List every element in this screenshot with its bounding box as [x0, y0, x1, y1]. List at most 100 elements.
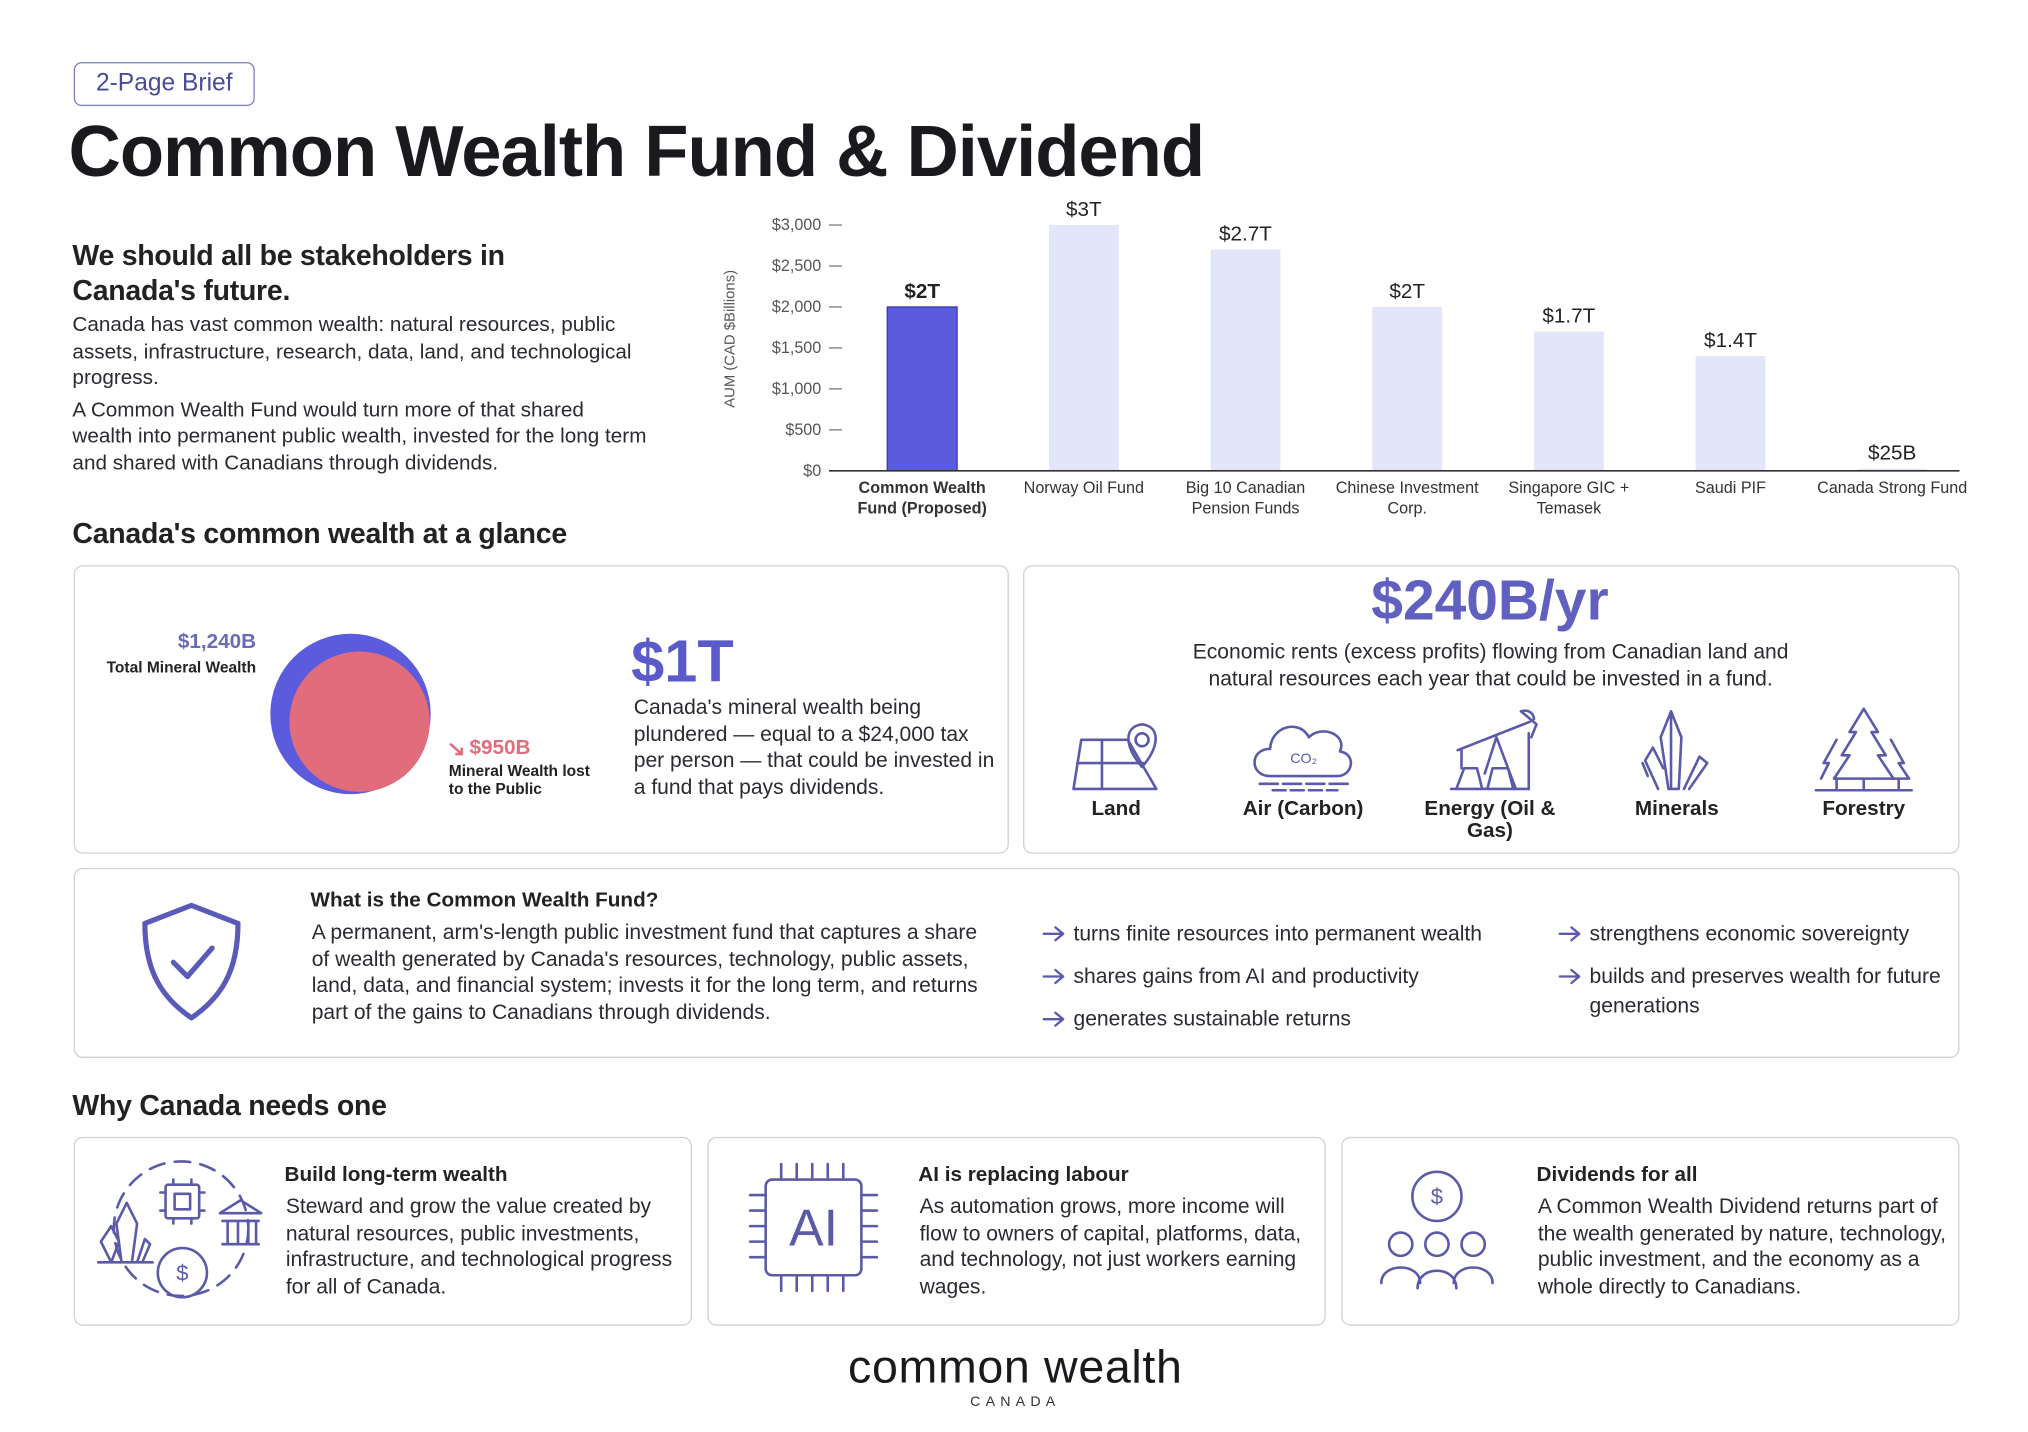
- benefit-text: turns finite resources into permanent we…: [1073, 922, 1482, 946]
- title: Common Wealth Fund & Dividend: [68, 109, 1206, 192]
- benefit-text: generates sustainable returns: [1073, 1007, 1351, 1031]
- y-tick-label: $1,000: [772, 380, 821, 398]
- intro-paragraph: Canada has vast common wealth: natural r…: [72, 314, 632, 390]
- benefit-text: builds and preserves wealth for future g…: [1589, 964, 1941, 1018]
- y-tick-label: $2,500: [772, 257, 821, 275]
- rents-figure: $240B/yr: [1371, 569, 1609, 633]
- value-label: $1.7T: [1542, 304, 1595, 327]
- x-tick-label: Canada Strong Fund: [1817, 478, 1968, 497]
- bar: [1048, 225, 1119, 471]
- logo-sub: CANADA: [970, 1394, 1061, 1410]
- section-heading: Why Canada needs one: [72, 1089, 387, 1122]
- shield-icon: [142, 902, 241, 1021]
- wealth-icon: [97, 1160, 263, 1299]
- arrow-icon: [1558, 926, 1581, 942]
- lost-caption: Mineral Wealth lost to the Public: [448, 761, 590, 799]
- rents-text: Economic rents (excess profits) flowing …: [1192, 640, 1789, 691]
- bar: [886, 306, 958, 472]
- arrow-icon: [1042, 926, 1065, 942]
- value-label: $3T: [1066, 198, 1102, 221]
- x-tick-label: Chinese Investment Corp.: [1335, 478, 1479, 518]
- forestry-icon: [1814, 707, 1913, 792]
- stat-text: Canada's mineral wealth being plundered …: [633, 695, 995, 799]
- intro-heading: We should all be stakeholders in Canada'…: [72, 239, 505, 307]
- y-tick-label: $2,000: [772, 298, 821, 316]
- arrow-icon: [449, 742, 464, 756]
- benefit-item: builds and preserves wealth for future g…: [1558, 962, 1947, 1021]
- logo: common wealth: [848, 1339, 1183, 1393]
- value-label: $2T: [904, 280, 940, 303]
- card-text: As automation grows, more income will fl…: [919, 1195, 1302, 1298]
- bar: [1372, 306, 1443, 471]
- y-tick-label: $0: [803, 462, 821, 480]
- section-heading: Canada's common wealth at a glance: [72, 517, 567, 550]
- source-label: Air (Carbon): [1242, 798, 1364, 820]
- benefit-item: shares gains from AI and productivity: [1042, 962, 1533, 992]
- arrow-icon: [1042, 1011, 1065, 1027]
- why-card: [73, 1136, 692, 1326]
- card-title: Dividends for all: [1536, 1164, 1698, 1187]
- benefit-item: strengthens economic sovereignty: [1558, 920, 1947, 950]
- fund-text: A permanent, arm's-length public investm…: [311, 920, 978, 1024]
- rents-card: [1023, 565, 1960, 854]
- mineral-card: [73, 565, 1009, 854]
- card-title: AI is replacing labour: [918, 1164, 1129, 1187]
- benefit-item: turns finite resources into permanent we…: [1042, 920, 1533, 950]
- benefit-text: strengthens economic sovereignty: [1589, 922, 1910, 946]
- fund-card: [73, 867, 1960, 1058]
- card-title: Build long-term wealth: [284, 1164, 508, 1187]
- minerals-icon: [1641, 710, 1709, 791]
- energy-icon: [1449, 709, 1538, 791]
- icon-label: $: [1431, 1184, 1443, 1209]
- bar: [1857, 468, 1928, 471]
- stat-figure: $1T: [631, 627, 734, 695]
- y-tick-label: $3,000: [772, 216, 821, 234]
- x-tick-label: Norway Oil Fund: [1023, 478, 1145, 497]
- card-text: A Common Wealth Dividend returns part of…: [1537, 1195, 1946, 1298]
- total-figure: $1,240B: [177, 631, 257, 654]
- icon-label: AI: [789, 1199, 838, 1257]
- value-label: $25B: [1868, 442, 1916, 465]
- benefit-column: turns finite resources into permanent we…: [1042, 920, 1533, 1048]
- icon-label: CO₂: [1290, 751, 1317, 767]
- people-icon: [1380, 1170, 1494, 1290]
- why-card: [1341, 1136, 1960, 1326]
- x-tick-label: Big 10 Canadian Pension Funds: [1185, 478, 1306, 518]
- y-tick-label: $500: [785, 421, 821, 439]
- air-icon: [1253, 725, 1353, 792]
- land-icon: [1072, 722, 1158, 791]
- value-label: $1.4T: [1704, 329, 1757, 352]
- source-label: Forestry: [1822, 798, 1906, 820]
- arrow-icon: [1558, 968, 1581, 985]
- lost-circle: [289, 651, 430, 792]
- y-tick-label: $1,500: [772, 339, 821, 357]
- fund-heading: What is the Common Wealth Fund?: [310, 889, 659, 912]
- source-label: Land: [1091, 798, 1141, 820]
- benefit-text: shares gains from AI and productivity: [1073, 964, 1419, 989]
- intro-paragraph: A Common Wealth Fund would turn more of …: [72, 399, 647, 475]
- value-label: $2.7T: [1219, 223, 1272, 246]
- value-label: $2T: [1389, 280, 1425, 303]
- total-caption: Total Mineral Wealth: [106, 658, 257, 677]
- intro-text: Canada has vast common wealth: natural r…: [72, 313, 648, 482]
- x-tick-label: Singapore GIC + Temasek: [1508, 478, 1630, 518]
- chip-icon: [748, 1162, 879, 1293]
- x-tick-label: Saudi PIF: [1695, 478, 1767, 497]
- arrow-icon: [1042, 968, 1065, 985]
- lost-figure: $950B: [469, 737, 531, 760]
- badge: 2-Page Brief: [73, 62, 255, 107]
- why-card: [707, 1136, 1326, 1326]
- bar: [1210, 249, 1281, 471]
- source-label: Minerals: [1634, 798, 1719, 820]
- benefit-item: generates sustainable returns: [1042, 1005, 1533, 1035]
- bar: [1695, 356, 1766, 471]
- bar: [1533, 331, 1604, 471]
- y-axis-label: AUM (CAD $Billions): [723, 270, 739, 408]
- benefit-column: strengthens economic sovereignty builds a…: [1558, 920, 1947, 1035]
- x-tick-label: Common Wealth Fund (Proposed): [857, 478, 987, 518]
- source-label: Energy (Oil & Gas): [1424, 798, 1556, 842]
- icon-label: $: [176, 1260, 188, 1285]
